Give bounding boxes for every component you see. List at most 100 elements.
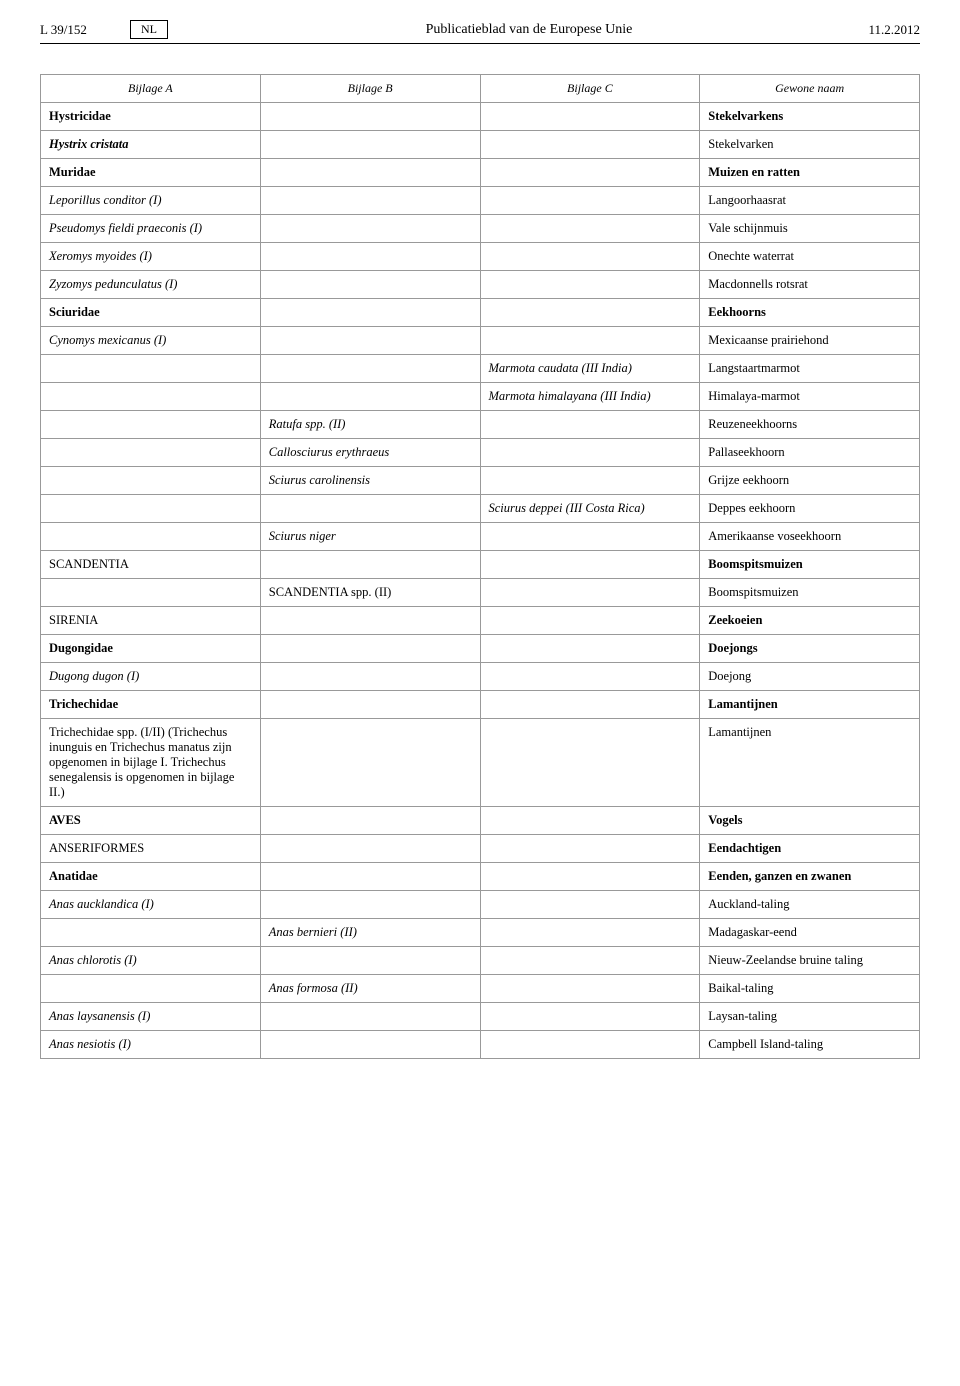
- cell-d: Grijze eekhoorn: [700, 467, 920, 495]
- table-row: Sciurus niger Amerikaanse voseekhoorn: [41, 523, 920, 551]
- table-row: Marmota himalayana (III India)Himalaya-m…: [41, 383, 920, 411]
- cell-d: Himalaya-marmot: [700, 383, 920, 411]
- cell-d: Pallaseekhoorn: [700, 439, 920, 467]
- cell-a: [41, 579, 261, 607]
- table-row: Hystrix cristataStekelvarken: [41, 131, 920, 159]
- cell-b: Sciurus niger: [260, 523, 480, 551]
- cell-b: [260, 635, 480, 663]
- cell-d: Langoorhaasrat: [700, 187, 920, 215]
- cell-a: Pseudomys fieldi praeconis (I): [41, 215, 261, 243]
- species-table: Bijlage A Bijlage B Bijlage C Gewone naa…: [40, 74, 920, 1059]
- table-row: Zyzomys pedunculatus (I)Macdonnells rots…: [41, 271, 920, 299]
- cell-a: Trichechidae spp. (I/II) (Trichechus inu…: [41, 719, 261, 807]
- cell-d: Zeekoeien: [700, 607, 920, 635]
- table-row: SCANDENTIA spp. (II)Boomspitsmuizen: [41, 579, 920, 607]
- table-row: Sciurus carolinensisGrijze eekhoorn: [41, 467, 920, 495]
- cell-d: Baikal-taling: [700, 975, 920, 1003]
- cell-a: Hystricidae: [41, 103, 261, 131]
- cell-a: AVES: [41, 807, 261, 835]
- cell-b: [260, 551, 480, 579]
- table-row: ANSERIFORMESEendachtigen: [41, 835, 920, 863]
- table-row: Ratufa spp. (II)Reuzeneekhoorns: [41, 411, 920, 439]
- table-row: Leporillus conditor (I) Langoorhaasrat: [41, 187, 920, 215]
- cell-d: Reuzeneekhoorns: [700, 411, 920, 439]
- cell-a: Dugongidae: [41, 635, 261, 663]
- cell-a: Anas aucklandica (I): [41, 891, 261, 919]
- cell-b: Anas formosa (II): [260, 975, 480, 1003]
- table-row: Anatidae Eenden, ganzen en zwanen: [41, 863, 920, 891]
- cell-c: [480, 835, 700, 863]
- cell-c: [480, 579, 700, 607]
- cell-d: Langstaartmarmot: [700, 355, 920, 383]
- cell-d: Lamantijnen: [700, 691, 920, 719]
- cell-c: [480, 187, 700, 215]
- cell-b: [260, 863, 480, 891]
- cell-c: [480, 299, 700, 327]
- cell-c: [480, 663, 700, 691]
- table-row: Dugong dugon (I) Doejong: [41, 663, 920, 691]
- cell-c: [480, 271, 700, 299]
- publication-title: Publicatieblad van de Europese Unie: [228, 22, 830, 38]
- cell-c: [480, 551, 700, 579]
- cell-c: [480, 103, 700, 131]
- cell-c: [480, 719, 700, 807]
- table-row: Anas bernieri (II)Madagaskar-eend: [41, 919, 920, 947]
- cell-a: [41, 919, 261, 947]
- table-row: SciuridaeEekhoorns: [41, 299, 920, 327]
- cell-a: Anatidae: [41, 863, 261, 891]
- cell-b: [260, 1003, 480, 1031]
- cell-c: [480, 131, 700, 159]
- cell-a: Anas laysanensis (I): [41, 1003, 261, 1031]
- cell-a: Muridae: [41, 159, 261, 187]
- cell-b: [260, 327, 480, 355]
- cell-d: Auckland-taling: [700, 891, 920, 919]
- cell-d: Deppes eekhoorn: [700, 495, 920, 523]
- cell-d: Lamantijnen: [700, 719, 920, 807]
- cell-c: [480, 215, 700, 243]
- cell-c: Marmota caudata (III India): [480, 355, 700, 383]
- cell-d: Macdonnells rotsrat: [700, 271, 920, 299]
- cell-d: Amerikaanse voseekhoorn: [700, 523, 920, 551]
- cell-b: [260, 271, 480, 299]
- cell-a: Dugong dugon (I): [41, 663, 261, 691]
- cell-c: [480, 919, 700, 947]
- table-row: SCANDENTIABoomspitsmuizen: [41, 551, 920, 579]
- table-row: Anas nesiotis (I)Campbell Island-taling: [41, 1031, 920, 1059]
- cell-a: Cynomys mexicanus (I): [41, 327, 261, 355]
- table-row: Anas formosa (II) Baikal-taling: [41, 975, 920, 1003]
- cell-a: [41, 439, 261, 467]
- table-row: Anas chlorotis (I)Nieuw-Zeelandse bruine…: [41, 947, 920, 975]
- table-row: Cynomys mexicanus (I) Mexicaanse prairieh…: [41, 327, 920, 355]
- cell-b: [260, 187, 480, 215]
- cell-d: Doejong: [700, 663, 920, 691]
- cell-b: Callosciurus erythraeus: [260, 439, 480, 467]
- cell-d: Vogels: [700, 807, 920, 835]
- cell-c: [480, 635, 700, 663]
- cell-b: [260, 243, 480, 271]
- cell-c: [480, 947, 700, 975]
- cell-a: Leporillus conditor (I): [41, 187, 261, 215]
- cell-d: Boomspitsmuizen: [700, 551, 920, 579]
- cell-b: [260, 835, 480, 863]
- table-row: SIRENIAZeekoeien: [41, 607, 920, 635]
- cell-d: Eenden, ganzen en zwanen: [700, 863, 920, 891]
- table-row: MuridaeMuizen en ratten: [41, 159, 920, 187]
- cell-b: [260, 383, 480, 411]
- cell-c: [480, 863, 700, 891]
- cell-d: Vale schijnmuis: [700, 215, 920, 243]
- table-row: Callosciurus erythraeus Pallaseekhoorn: [41, 439, 920, 467]
- table-row: Marmota caudata (III India)Langstaartmar…: [41, 355, 920, 383]
- cell-d: Campbell Island-taling: [700, 1031, 920, 1059]
- cell-d: Mexicaanse prairiehond: [700, 327, 920, 355]
- cell-c: [480, 891, 700, 919]
- cell-d: Madagaskar-eend: [700, 919, 920, 947]
- cell-c: [480, 1031, 700, 1059]
- column-header-d: Gewone naam: [700, 75, 920, 103]
- table-row: Anas laysanensis (I)Laysan-taling: [41, 1003, 920, 1031]
- column-header-b: Bijlage B: [260, 75, 480, 103]
- cell-a: Sciuridae: [41, 299, 261, 327]
- cell-b: [260, 663, 480, 691]
- language-code: NL: [130, 20, 168, 39]
- cell-a: [41, 495, 261, 523]
- cell-b: [260, 891, 480, 919]
